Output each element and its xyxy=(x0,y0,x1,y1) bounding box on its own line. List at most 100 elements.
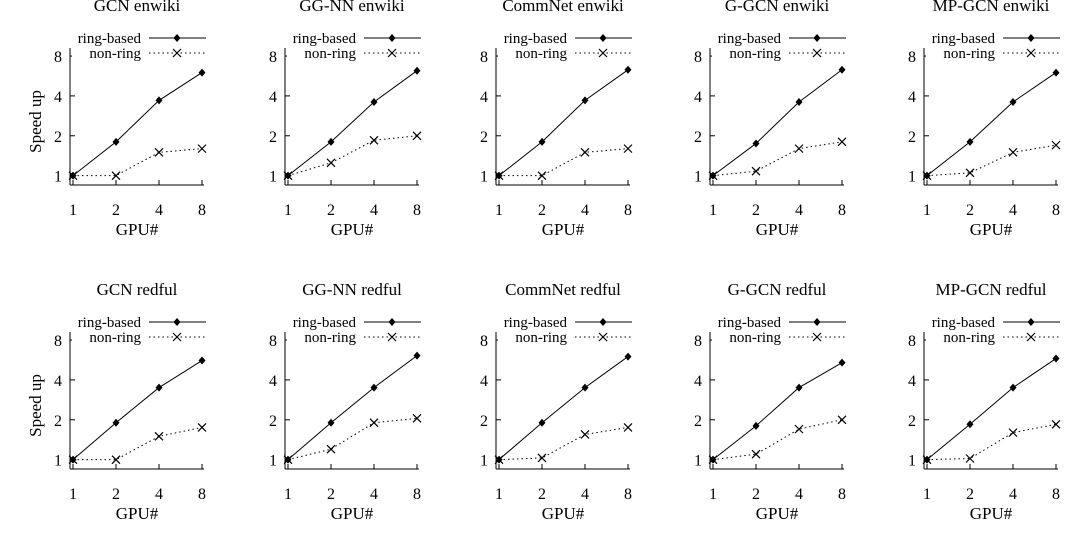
chart-title: MP-GCN redful xyxy=(936,280,1047,299)
x-tick-label: 4 xyxy=(155,486,163,503)
non-ring-point xyxy=(580,147,590,157)
non-ring-point xyxy=(794,144,804,154)
chart-title: G-GCN enwiki xyxy=(725,0,830,15)
y-tick-label: 1 xyxy=(54,169,62,186)
x-axis-title: GPU# xyxy=(331,504,374,523)
ring-based-series xyxy=(69,68,206,180)
non-ring-point xyxy=(197,423,207,432)
legend-label-non-ring: non-ring xyxy=(515,46,567,62)
x-tick-label: 2 xyxy=(538,202,546,219)
x-tick-label: 2 xyxy=(327,486,335,503)
y-tick-label: 8 xyxy=(908,333,916,350)
legend-background xyxy=(72,313,204,344)
x-tick-label: 1 xyxy=(69,202,77,219)
x-axis-title: GPU# xyxy=(116,504,159,523)
chart-title: CommNet redful xyxy=(505,280,621,299)
ring-based-point xyxy=(69,171,77,180)
ring-based-line xyxy=(287,355,418,461)
ring-based-point xyxy=(1009,383,1017,392)
non-ring-point xyxy=(154,431,164,441)
legend-background xyxy=(712,29,844,60)
non-ring-point xyxy=(1008,428,1018,438)
legend-marker-ring-based xyxy=(813,318,821,326)
x-tick-label: 2 xyxy=(752,486,760,503)
y-tick-label: 8 xyxy=(480,49,488,66)
y-tick-label: 1 xyxy=(269,169,277,186)
y-tick-label: 2 xyxy=(480,413,488,430)
chart-title: GCN redful xyxy=(97,280,178,299)
non-ring-series xyxy=(708,137,847,181)
y-tick-label: 2 xyxy=(54,129,62,146)
x-tick-label: 1 xyxy=(923,202,931,219)
y-tick-label: 2 xyxy=(694,413,702,430)
non-ring-series xyxy=(68,423,207,465)
legend-label-non-ring: non-ring xyxy=(729,330,781,346)
non-ring-point xyxy=(412,131,422,141)
x-tick-label: 8 xyxy=(198,486,206,503)
non-ring-point xyxy=(751,166,761,176)
x-tick-label: 4 xyxy=(795,486,803,503)
y-tick-label: 1 xyxy=(694,169,702,186)
ring-based-point xyxy=(795,97,803,106)
legend-marker-ring-based xyxy=(1027,318,1035,326)
legend-marker-non-ring xyxy=(1026,332,1036,342)
y-tick-label: 1 xyxy=(269,453,277,470)
x-tick-label: 4 xyxy=(581,202,589,219)
legend-label-non-ring: non-ring xyxy=(943,330,995,346)
legend-label-ring-based: ring-based xyxy=(293,315,357,331)
x-axis-title: GPU# xyxy=(756,504,799,523)
non-ring-point xyxy=(1051,419,1061,429)
ring-based-point xyxy=(709,455,717,464)
non-ring-point xyxy=(154,147,164,157)
non-ring-point xyxy=(369,135,379,145)
non-ring-line xyxy=(287,417,418,461)
ring-based-point xyxy=(923,171,931,180)
legend-marker-ring-based xyxy=(813,34,821,42)
ring-based-series xyxy=(284,66,421,180)
ring-based-point xyxy=(795,383,803,392)
x-tick-label: 1 xyxy=(709,202,717,219)
ring-based-point xyxy=(327,137,335,146)
legend-label-ring-based: ring-based xyxy=(78,31,142,47)
y-tick-label: 8 xyxy=(694,49,702,66)
ring-based-line xyxy=(287,70,418,177)
y-tick-label: 1 xyxy=(54,453,62,470)
ring-based-series xyxy=(923,68,1060,180)
non-ring-point xyxy=(794,424,804,434)
non-ring-line xyxy=(712,141,843,177)
non-ring-series xyxy=(708,415,847,465)
ring-based-point xyxy=(1052,68,1060,77)
x-tick-label: 2 xyxy=(966,486,974,503)
y-tick-label: 8 xyxy=(480,333,488,350)
legend-marker-non-ring xyxy=(172,48,182,58)
non-ring-series xyxy=(922,140,1061,181)
x-tick-label: 1 xyxy=(923,486,931,503)
legend-marker-ring-based xyxy=(1027,34,1035,42)
x-tick-label: 1 xyxy=(495,486,503,503)
legend-marker-non-ring xyxy=(812,48,822,58)
chart-title: GG-NN enwiki xyxy=(299,0,405,15)
non-ring-point xyxy=(326,158,336,168)
x-tick-label: 1 xyxy=(284,486,292,503)
legend-label-non-ring: non-ring xyxy=(304,330,356,346)
chart-title: GCN enwiki xyxy=(94,0,181,15)
legend-background xyxy=(926,29,1058,60)
y-tick-label: 4 xyxy=(908,373,916,390)
legend-background xyxy=(712,313,844,344)
ring-based-line xyxy=(926,72,1057,177)
ring-based-point xyxy=(284,455,292,464)
ring-based-line xyxy=(498,356,629,461)
non-ring-point xyxy=(965,168,975,178)
non-ring-point xyxy=(623,144,633,154)
legend-label-ring-based: ring-based xyxy=(293,31,357,47)
non-ring-line xyxy=(926,144,1057,177)
non-ring-point xyxy=(965,454,975,463)
